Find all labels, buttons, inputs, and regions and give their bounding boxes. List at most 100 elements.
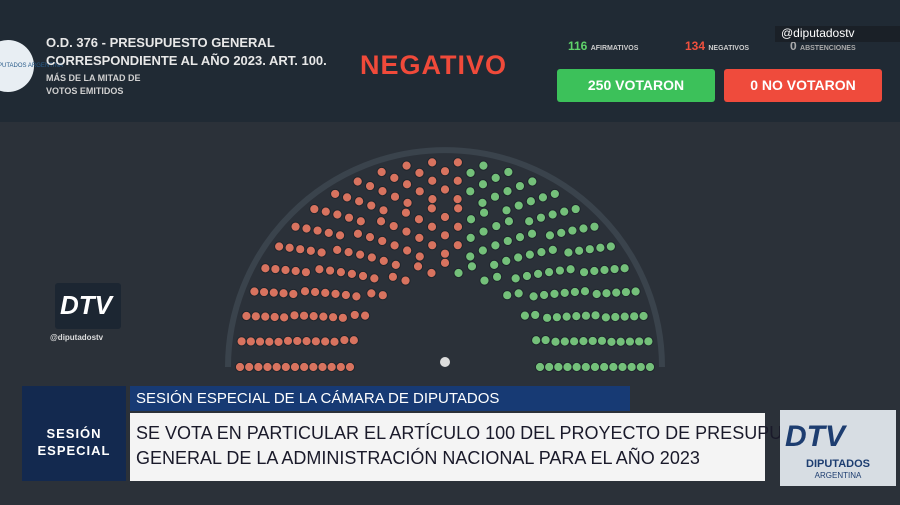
seat [580,310,592,321]
seat [312,225,323,236]
seat [329,336,340,347]
seat [626,361,637,373]
label: NO VOTARON [761,77,856,93]
seat [584,244,595,255]
seat [465,232,476,243]
seat [589,265,600,277]
seat [579,286,591,297]
seat [332,244,343,255]
seat [634,336,645,347]
seat [513,200,524,211]
seat [551,312,563,323]
seat [479,275,490,286]
headline-line: GENERAL DE LA ADMINISTRACIÓN NACIONAL PA… [136,448,700,468]
seat [236,336,247,347]
seat [290,221,301,232]
seat [378,255,389,267]
seat [427,175,438,186]
watermark: @diputadostv [775,26,900,42]
seat [549,188,560,200]
seat [580,361,591,373]
seat [554,265,566,276]
side-logo-mark: DTV [60,290,112,320]
seat [559,336,570,347]
seat [530,309,541,321]
seat [427,194,438,205]
seat [359,310,371,321]
seat [587,335,598,347]
seat [301,336,312,347]
seat [357,270,369,282]
title-line: O.D. 376 - PRESUPUESTO GENERAL [46,35,275,50]
corner-logo-line: DIPUTADOS [806,458,870,470]
side-logo-box [55,283,121,329]
seat [578,223,589,234]
seat [282,335,294,346]
seat [527,176,538,187]
seat [599,264,610,276]
seat [502,186,513,197]
seat [260,263,271,274]
seat [589,221,600,232]
seat [452,240,463,251]
afirmativos: 116 AFIRMATIVOS [568,39,638,53]
seat [490,172,501,183]
seat [401,160,412,171]
seat [591,288,602,300]
seat [388,220,399,232]
seat [519,310,531,321]
seat [559,206,570,217]
seat [298,310,310,321]
seat [544,230,556,241]
seat [334,230,346,241]
seat [377,290,388,301]
seat [375,216,387,227]
seat [274,241,285,252]
section-bar: SESIÓN ESPECIAL DE LA CÁMARA DE DIPUTADO… [130,386,630,411]
seat [452,194,463,205]
hemicycle-outline [225,147,665,368]
seat [327,312,339,323]
logo: DIPUTADOS ARGENTINA [0,40,63,92]
seat [337,312,348,323]
seat [567,225,578,236]
seat [569,286,581,298]
seat [301,223,312,234]
seat [250,311,261,322]
abstenciones: 0 ABSTENCIONES [790,39,856,53]
seat [562,361,573,373]
seat [439,257,451,268]
seat [553,361,564,373]
hemicycle [225,147,665,373]
seat [330,288,341,299]
seat [292,335,303,347]
seat [620,286,632,298]
count: 0 [790,39,797,53]
seat [610,311,621,323]
seat [571,361,582,373]
seat [413,214,425,225]
seat [635,361,646,373]
seat [465,167,476,178]
seat [439,166,451,177]
seat [300,267,312,278]
seat [326,361,337,373]
title-line: CORRESPONDIENTE AL AÑO 2023. ART. 100. [46,53,327,68]
seat [578,336,589,347]
seat [400,207,412,218]
seat [547,244,558,255]
seat [629,311,640,322]
seat [355,249,366,260]
seat [234,361,246,373]
seat [352,228,364,239]
seat [369,273,380,284]
seat [525,196,536,207]
seat [617,361,628,373]
seat [289,310,300,321]
seat [543,267,555,278]
seat [540,334,551,346]
seat [389,172,400,183]
seat [253,361,264,373]
seat [269,311,280,323]
seat [245,336,256,347]
